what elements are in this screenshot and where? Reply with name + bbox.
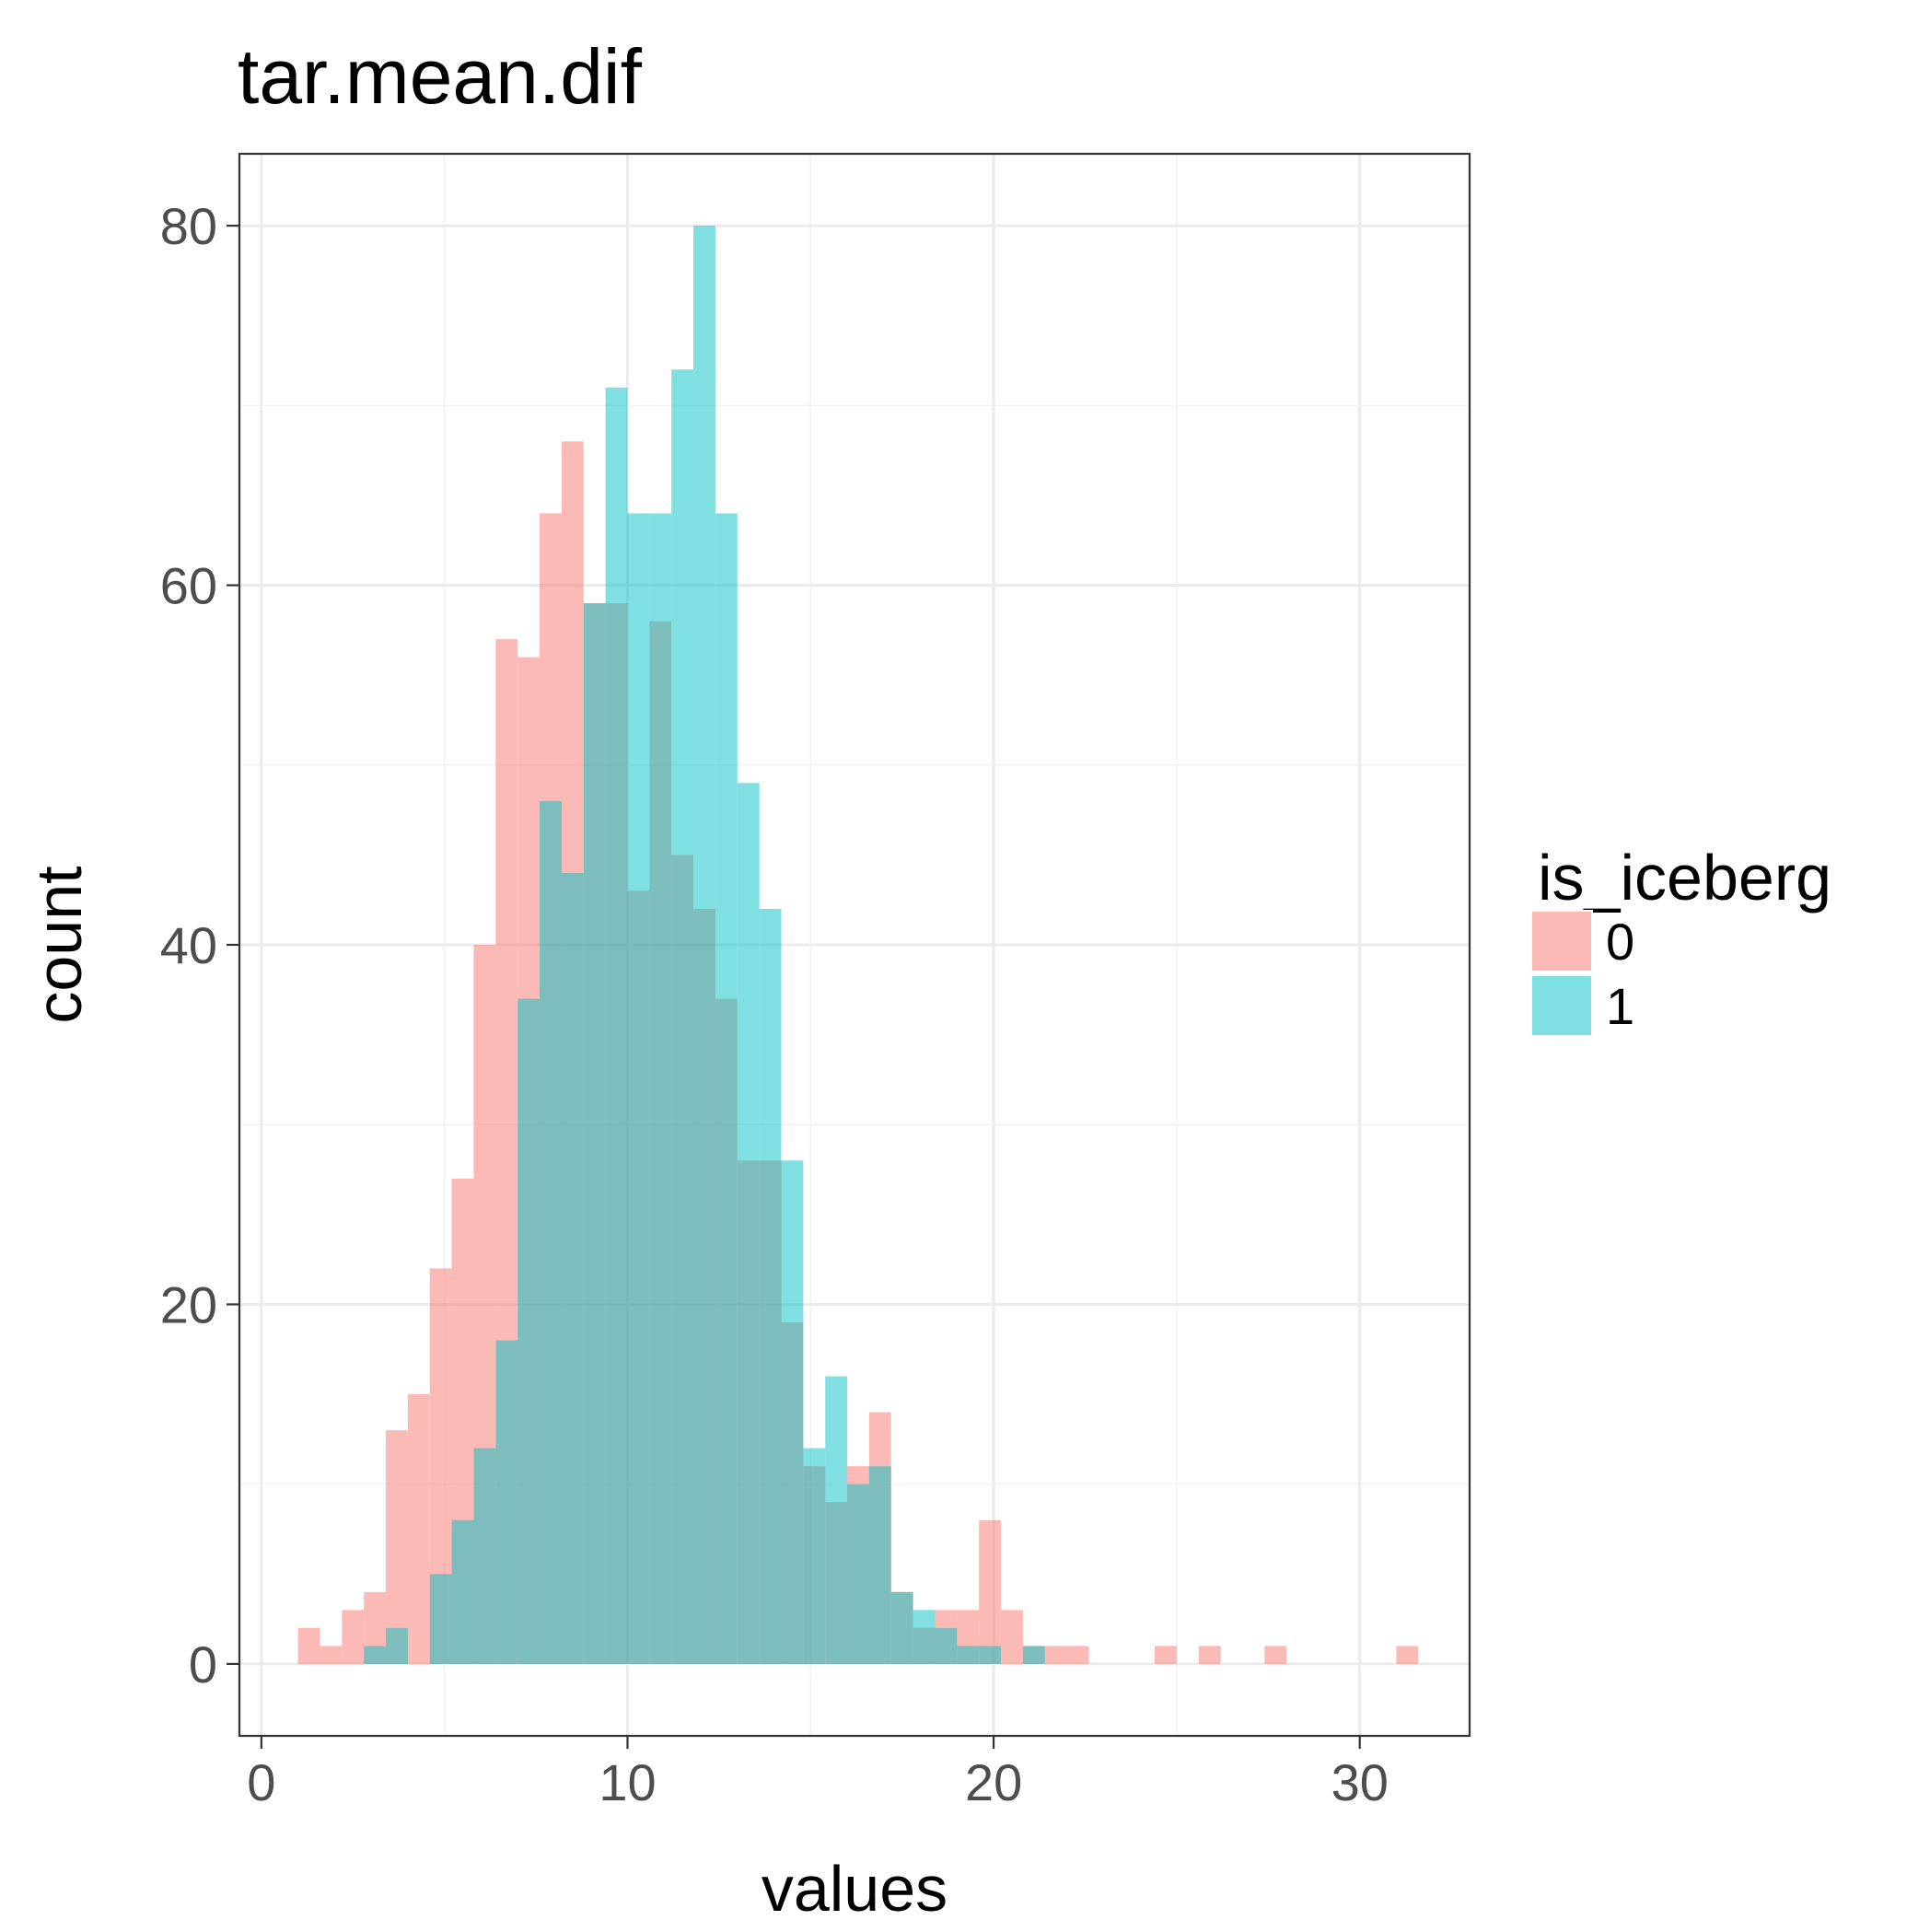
bar: [561, 872, 584, 1664]
bar: [649, 513, 672, 1664]
series-1: [364, 226, 1045, 1664]
bar: [495, 1340, 518, 1664]
legend-label: 0: [1606, 913, 1634, 971]
x-tick-label: 30: [1331, 1753, 1389, 1811]
y-tick-label: 80: [160, 197, 217, 255]
legend-swatch: [1532, 912, 1591, 971]
bar: [407, 1394, 430, 1664]
bar: [1044, 1646, 1067, 1664]
bar: [342, 1610, 365, 1664]
y-tick-label: 60: [160, 557, 217, 615]
bar: [715, 513, 738, 1664]
bar: [364, 1646, 387, 1664]
bar: [1001, 1610, 1023, 1664]
x-tick-label: 20: [965, 1753, 1022, 1811]
bar: [451, 1519, 474, 1664]
legend-items: 01: [1530, 910, 1634, 1037]
legend: is_iceberg 01: [1530, 842, 1831, 1037]
bar: [320, 1646, 343, 1664]
y-tick-label: 20: [160, 1275, 217, 1333]
bar: [1022, 1646, 1045, 1664]
bar: [803, 1448, 826, 1664]
legend-title: is_iceberg: [1538, 842, 1831, 914]
bar: [957, 1646, 980, 1664]
bar: [1066, 1646, 1089, 1664]
bar: [517, 998, 541, 1664]
bar: [429, 1268, 452, 1664]
legend-swatch: [1532, 976, 1591, 1035]
bar: [847, 1484, 869, 1664]
legend-label: 1: [1606, 977, 1634, 1035]
y-tick-label: 0: [189, 1635, 217, 1693]
chart-title: tar.mean.dif: [238, 33, 643, 120]
bar: [473, 1448, 496, 1664]
bar: [825, 1376, 848, 1664]
x-axis-title: values: [762, 1853, 948, 1925]
bar: [1155, 1646, 1177, 1664]
bar: [781, 1160, 804, 1664]
y-axis-title: count: [23, 866, 95, 1023]
bar: [540, 800, 562, 1664]
y-tick-label: 40: [160, 916, 217, 974]
x-tick-label: 10: [599, 1753, 656, 1811]
bar: [297, 1627, 320, 1664]
bar: [429, 1574, 452, 1664]
bar: [386, 1430, 408, 1664]
grid-lines: [239, 154, 1470, 1736]
bar: [1198, 1646, 1221, 1664]
bar: [890, 1591, 913, 1664]
bar: [1264, 1646, 1287, 1664]
bar: [583, 603, 606, 1664]
bar: [935, 1627, 958, 1664]
histogram-bars: [297, 226, 1419, 1664]
bar: [979, 1519, 1002, 1664]
bar: [737, 783, 760, 1664]
bar: [759, 908, 782, 1664]
bar: [979, 1646, 1002, 1664]
bar: [693, 226, 715, 1664]
y-axis: 0 20 40 60 80: [160, 197, 239, 1693]
bar: [913, 1610, 936, 1664]
bar: [627, 513, 650, 1664]
x-axis: 0 10 20 30: [247, 1736, 1389, 1811]
x-tick-label: 0: [247, 1753, 275, 1811]
bar: [386, 1627, 408, 1664]
bar: [671, 369, 694, 1664]
bar: [1396, 1646, 1419, 1664]
bar: [605, 387, 628, 1664]
bar: [868, 1466, 891, 1664]
